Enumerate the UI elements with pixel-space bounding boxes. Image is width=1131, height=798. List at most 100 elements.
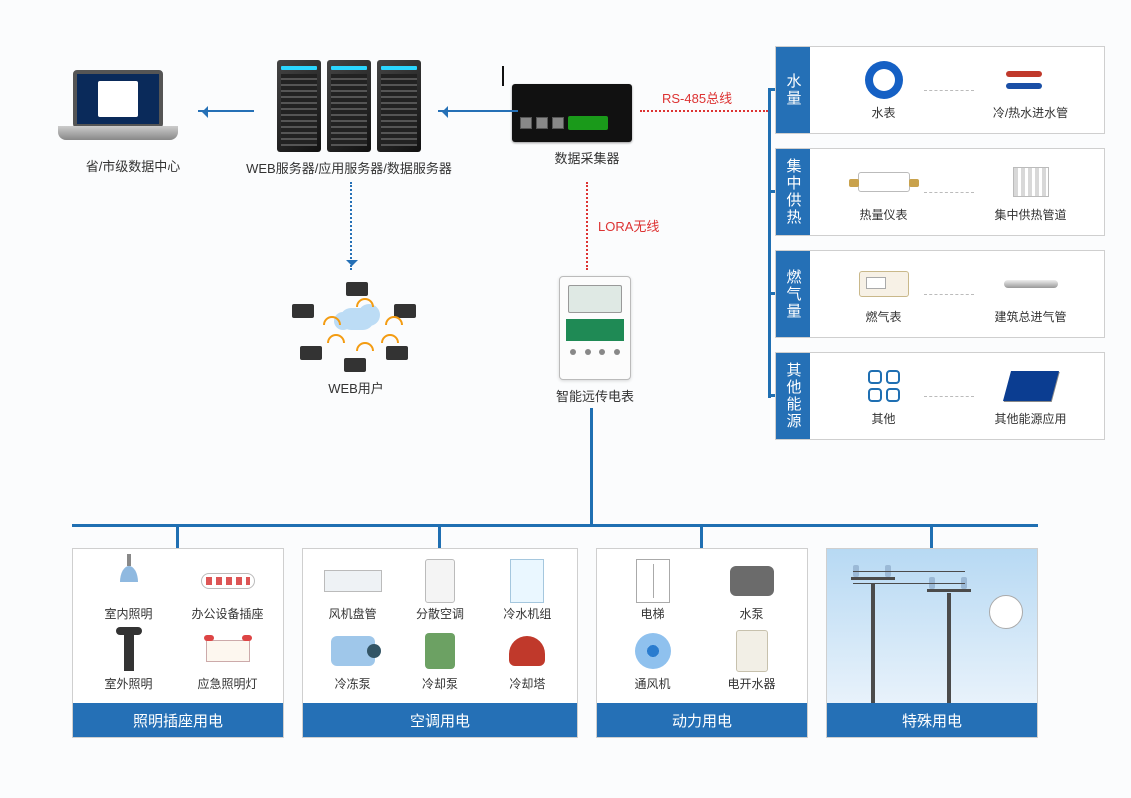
lora-link bbox=[586, 182, 588, 270]
other-icon bbox=[868, 370, 900, 402]
cat-item-outdoor-light-label: 室外照明 bbox=[104, 675, 152, 692]
fcu-icon bbox=[324, 570, 382, 592]
cat-footer-special: 特殊用电 bbox=[827, 703, 1037, 737]
web-users-icon bbox=[286, 276, 426, 372]
side-panel-heat: 集中供热 热量仪表 集中供热管道 bbox=[775, 148, 1105, 236]
bus-drop-4 bbox=[930, 524, 933, 548]
cat-card-ac: 风机盘管 分散空调 冷水机组 冷冻泵 冷却泵 冷却塔 空调用电 bbox=[302, 548, 578, 738]
cat-item-powerstrip: 办公设备插座 bbox=[180, 559, 275, 623]
side-item-radiator: 集中供热管道 bbox=[957, 149, 1104, 235]
cat-item-split-ac-label: 分散空调 bbox=[416, 605, 464, 622]
cat-item-elevator: 电梯 bbox=[605, 559, 700, 623]
cat-card-power: 电梯 水泵 通风机 电开水器 动力用电 bbox=[596, 548, 808, 738]
collector-icon bbox=[512, 84, 632, 142]
data-center-label: 省/市级数据中心 bbox=[58, 156, 208, 175]
streetlight-icon bbox=[124, 631, 134, 671]
cat-item-waterboiler-label: 电开水器 bbox=[727, 675, 775, 692]
cat-item-waterpump: 水泵 bbox=[704, 559, 799, 623]
web-users-label: WEB用户 bbox=[276, 378, 436, 397]
smart-meter-icon bbox=[559, 276, 631, 380]
rs485-label: RS-485总线 bbox=[662, 88, 732, 107]
emergency-light-icon bbox=[206, 640, 250, 662]
arrow-servers-to-webusers bbox=[350, 182, 352, 270]
web-users-node: WEB用户 bbox=[276, 276, 436, 397]
cat-item-cw-pump-label: 冷却泵 bbox=[422, 675, 458, 692]
cat-item-emergency-light: 应急照明灯 bbox=[180, 629, 275, 693]
cat-item-chw-pump: 冷冻泵 bbox=[311, 629, 394, 693]
cat-footer-ac: 空调用电 bbox=[303, 703, 577, 737]
cat-item-outdoor-light: 室外照明 bbox=[81, 629, 176, 693]
side-item-other-label: 其他 bbox=[871, 410, 895, 427]
smart-meter-label: 智能远传电表 bbox=[540, 386, 650, 405]
smart-meter-node: 智能远传电表 bbox=[540, 276, 650, 405]
cat-item-waterboiler: 电开水器 bbox=[704, 629, 799, 693]
cat-item-chiller-label: 冷水机组 bbox=[503, 605, 551, 622]
cat-item-waterpump-label: 水泵 bbox=[739, 605, 763, 622]
radiator-icon bbox=[1013, 167, 1049, 197]
cat-item-fcu-label: 风机盘管 bbox=[329, 605, 377, 622]
water-meter-icon bbox=[865, 61, 903, 99]
cat-item-indoor-light: 室内照明 bbox=[81, 559, 176, 623]
cat-item-split-ac: 分散空调 bbox=[398, 559, 481, 623]
cat-item-chiller: 冷水机组 bbox=[486, 559, 569, 623]
cat-item-ventilator: 通风机 bbox=[605, 629, 700, 693]
gas-meter-icon bbox=[859, 271, 909, 297]
cat-item-fcu: 风机盘管 bbox=[311, 559, 394, 623]
heat-meter-icon bbox=[858, 172, 910, 192]
special-scene bbox=[827, 549, 1037, 703]
solar-icon bbox=[1002, 371, 1058, 401]
side-panel-heat-title: 集中供热 bbox=[776, 149, 810, 235]
cat-footer-lighting: 照明插座用电 bbox=[73, 703, 283, 737]
side-panel-gas-title: 燃气量 bbox=[776, 251, 810, 337]
elevator-icon bbox=[636, 559, 670, 603]
cat-item-indoor-light-label: 室内照明 bbox=[104, 605, 152, 622]
cooling-tower-icon bbox=[509, 636, 545, 666]
side-item-heatmeter-label: 热量仪表 bbox=[859, 206, 907, 223]
bus-drop-2 bbox=[438, 524, 441, 548]
arrow-collector-to-servers bbox=[438, 110, 518, 112]
cat-item-emergency-light-label: 应急照明灯 bbox=[197, 675, 257, 692]
ventilator-icon bbox=[635, 633, 671, 669]
side-bus-vertical bbox=[768, 88, 771, 398]
chiller-icon bbox=[510, 559, 544, 603]
side-item-gaspipe-label: 建筑总进气管 bbox=[994, 308, 1066, 325]
meter-down-link bbox=[590, 408, 593, 524]
side-panel-water-title: 水量 bbox=[776, 47, 810, 133]
cat-item-powerstrip-label: 办公设备插座 bbox=[191, 605, 263, 622]
side-item-solar: 其他能源应用 bbox=[957, 353, 1104, 439]
chw-pump-icon bbox=[331, 636, 375, 666]
cat-footer-power: 动力用电 bbox=[597, 703, 807, 737]
cat-item-cw-pump: 冷却泵 bbox=[398, 629, 481, 693]
collector-node: 数据采集器 bbox=[512, 84, 662, 167]
waterboiler-icon bbox=[736, 630, 768, 672]
gas-pipe-icon bbox=[1004, 280, 1058, 288]
cat-card-lighting: 室内照明 办公设备插座 室外照明 应急照明灯 照明插座用电 bbox=[72, 548, 284, 738]
side-panel-water: 水量 水表 冷/热水进水管 bbox=[775, 46, 1105, 134]
side-panel-other: 其他能源 其他 其他能源应用 bbox=[775, 352, 1105, 440]
split-ac-icon bbox=[425, 559, 455, 603]
water-pipe-icon bbox=[1006, 67, 1056, 93]
arrow-servers-to-datacenter bbox=[198, 110, 254, 112]
cat-card-special: 特殊用电 bbox=[826, 548, 1038, 738]
indoor-light-icon bbox=[114, 566, 144, 596]
side-item-watermeter-label: 水表 bbox=[871, 104, 895, 121]
cw-pump-icon bbox=[425, 633, 455, 669]
bus-drop-1 bbox=[176, 524, 179, 548]
side-item-waterpipe: 冷/热水进水管 bbox=[957, 47, 1104, 133]
cat-item-cooling-tower: 冷却塔 bbox=[486, 629, 569, 693]
cat-item-elevator-label: 电梯 bbox=[640, 605, 664, 622]
waterpump-icon bbox=[730, 566, 774, 596]
side-panel-other-title: 其他能源 bbox=[776, 353, 810, 439]
powerstrip-icon bbox=[201, 573, 255, 589]
side-item-radiator-label: 集中供热管道 bbox=[994, 206, 1066, 223]
side-item-solar-label: 其他能源应用 bbox=[994, 410, 1066, 427]
servers-node: WEB服务器/应用服务器/数据服务器 bbox=[244, 60, 454, 177]
side-item-gasmeter-label: 燃气表 bbox=[865, 308, 901, 325]
collector-label: 数据采集器 bbox=[512, 148, 662, 167]
data-center-node: 省/市级数据中心 bbox=[58, 70, 208, 175]
bus-drop-3 bbox=[700, 524, 703, 548]
side-item-gaspipe: 建筑总进气管 bbox=[957, 251, 1104, 337]
cat-item-chw-pump-label: 冷冻泵 bbox=[335, 675, 371, 692]
bottom-bus bbox=[72, 524, 1038, 527]
cat-item-ventilator-label: 通风机 bbox=[634, 675, 670, 692]
